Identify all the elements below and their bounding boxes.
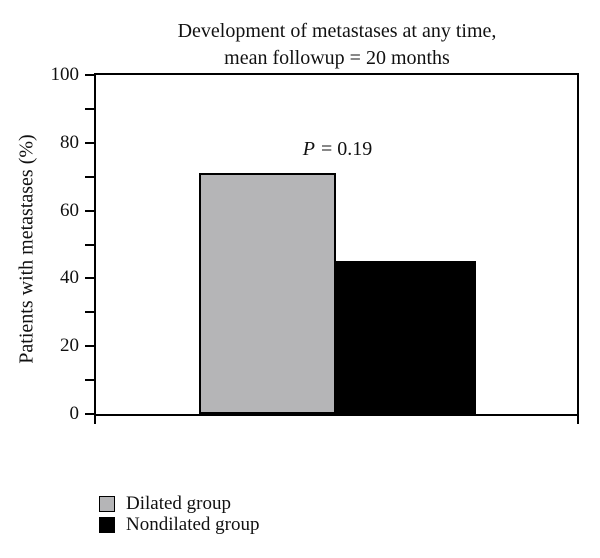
legend-row-nondilated: Nondilated group [99, 514, 260, 535]
y-tick [85, 175, 94, 178]
p-value-symbol: P [302, 138, 315, 160]
p-value-text: = 0.19 [320, 138, 373, 160]
chart-title-line-2: mean followup = 20 months [224, 47, 450, 69]
y-tick-label: 100 [50, 64, 80, 85]
x-axis-tick-right [577, 416, 579, 424]
chart-title: Development of metastases at any time, m… [95, 18, 579, 72]
bar-dilated-group [199, 173, 336, 414]
y-tick [85, 243, 94, 246]
x-axis-tick-left [94, 416, 96, 424]
y-tick [85, 209, 94, 212]
p-value-annotation: P = 0.19 [199, 138, 476, 161]
legend-label-nondilated: Nondilated group [126, 514, 260, 535]
y-tick [85, 141, 94, 144]
legend-label-dilated: Dilated group [126, 493, 232, 514]
y-tick-label: 0 [69, 403, 80, 424]
chart-title-line-1: Development of metastases at any time, [177, 20, 497, 42]
y-tick [85, 379, 94, 382]
legend: Dilated group Nondilated group [99, 493, 260, 535]
plot-area [94, 73, 579, 416]
y-axis-label: Patients with metastases (%) [15, 134, 38, 364]
bar-nondilated-group [336, 261, 476, 414]
y-tick [85, 277, 94, 280]
y-tick [85, 311, 94, 314]
legend-swatch-dilated [99, 495, 115, 512]
y-tick [85, 345, 94, 348]
y-tick [85, 107, 94, 110]
y-tick [85, 74, 94, 76]
legend-row-dilated: Dilated group [99, 493, 260, 514]
y-tick [85, 413, 94, 415]
legend-swatch-nondilated [99, 516, 115, 533]
